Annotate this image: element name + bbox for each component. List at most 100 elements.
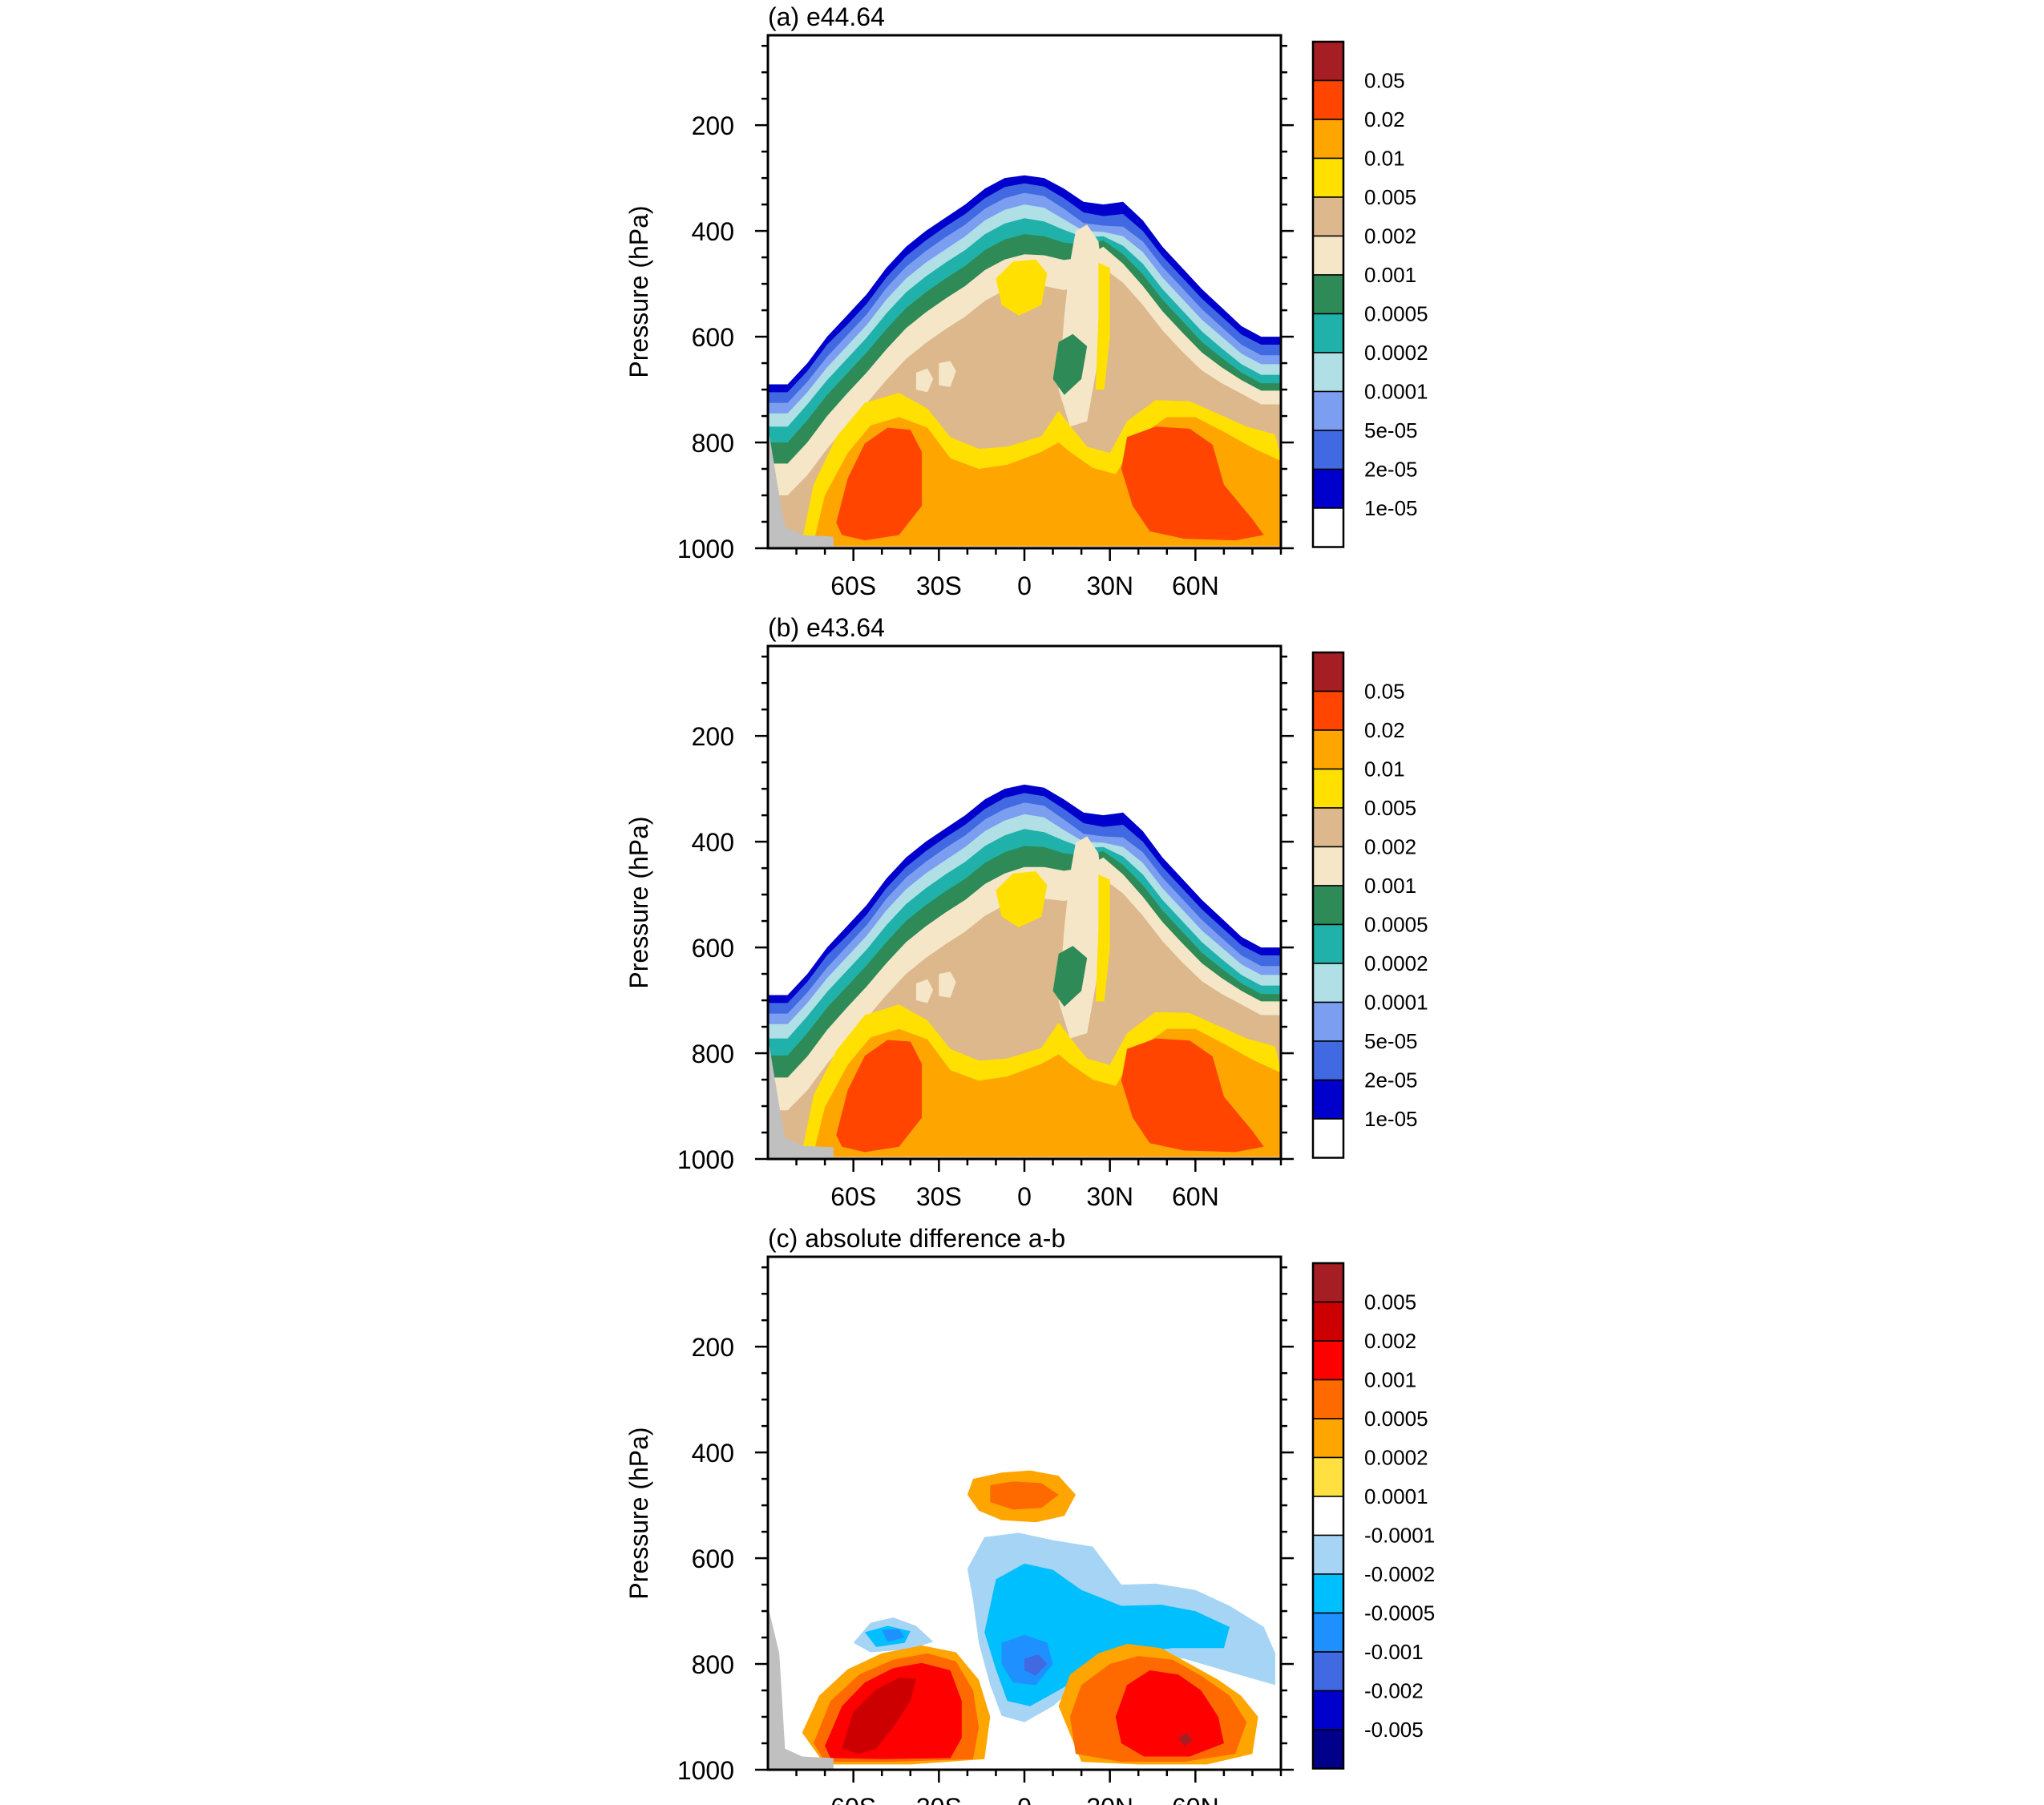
contour-blob-6 xyxy=(1052,946,1088,1007)
colorbar-frame xyxy=(1311,40,1345,548)
colorbar-label: 2e-05 xyxy=(1364,1068,1418,1092)
x-tick-label: 30S xyxy=(916,571,962,600)
x-tick-label: 60S xyxy=(830,1182,876,1211)
y-tick-label: 200 xyxy=(692,111,734,140)
colorbar-swatch xyxy=(1312,352,1344,393)
contour-blob-6 xyxy=(1024,1654,1048,1676)
contour-blob-9 xyxy=(939,361,956,387)
colorbar-label: 0.0001 xyxy=(1364,991,1428,1015)
colorbar: 0.05 0.02 0.01 0.005 0.002 0.001 0.0005 0.0002 0… xyxy=(1311,40,1428,548)
x-tick-label: 30N xyxy=(1086,571,1133,600)
colorbar-swatch xyxy=(1312,1079,1344,1120)
x-tick-label: 30N xyxy=(1086,1182,1133,1211)
colorbar-swatch xyxy=(1312,729,1344,770)
y-tick-label: 800 xyxy=(692,1040,734,1068)
contour-blob-6 xyxy=(1052,333,1088,395)
contour-blob-8 xyxy=(915,368,934,393)
colorbar-label: 0.002 xyxy=(1364,224,1416,248)
colorbar-swatch xyxy=(1312,1118,1344,1159)
y-tick-label: 200 xyxy=(692,1333,734,1362)
colorbar-swatch xyxy=(1312,652,1344,693)
colorbar-label: -0.0005 xyxy=(1364,1601,1435,1625)
colorbar-label: 0.01 xyxy=(1364,757,1405,781)
contour-blob-15 xyxy=(1115,1670,1224,1757)
colorbar-swatch xyxy=(1312,1001,1344,1042)
y-tick-label: 600 xyxy=(692,934,734,963)
x-tick-label: 0 xyxy=(1017,1793,1032,1805)
y-tick-label: 200 xyxy=(692,722,734,751)
y-tick-label: 800 xyxy=(692,429,734,458)
y-tick-label: 400 xyxy=(692,828,734,857)
x-tick-label: 0 xyxy=(1017,1182,1032,1211)
colorbar-label: 0.001 xyxy=(1364,1368,1416,1392)
x-tick-label: 30S xyxy=(916,1793,962,1805)
colorbar-label: 0.0002 xyxy=(1364,951,1428,975)
colorbar-swatch xyxy=(1312,1651,1344,1692)
colorbar-swatch xyxy=(1312,1340,1344,1381)
colorbar-label: 0.001 xyxy=(1364,874,1416,898)
land-mask xyxy=(768,426,834,548)
colorbar-label: 0.05 xyxy=(1364,680,1405,704)
contour-blob-12 xyxy=(842,1678,916,1755)
colorbar-swatch xyxy=(1312,1418,1344,1459)
colorbar-swatch xyxy=(1312,1573,1344,1614)
contour-blob-4 xyxy=(996,259,1048,316)
colorbar-swatch xyxy=(1312,235,1344,276)
contour-blob-3 xyxy=(1121,426,1264,541)
colorbar-swatch xyxy=(1312,768,1344,809)
colorbar-label: 0.005 xyxy=(1364,1290,1416,1314)
y-tick-label: 1000 xyxy=(677,1756,734,1785)
y-tick-label: 800 xyxy=(692,1650,734,1679)
colorbar-swatch xyxy=(1312,1690,1344,1730)
colorbar-label: 0.002 xyxy=(1364,1329,1416,1353)
y-tick-label: 1000 xyxy=(677,1145,734,1174)
colorbar-swatch xyxy=(1312,846,1344,886)
contour-blob-4 xyxy=(996,871,1048,927)
contour-blob-2 xyxy=(836,427,922,541)
colorbar-label: -0.0001 xyxy=(1364,1524,1435,1548)
colorbar-swatch xyxy=(1312,79,1344,120)
x-tick-label: 60N xyxy=(1172,1182,1219,1211)
contour-blob-9 xyxy=(939,971,956,998)
colorbar-label: 0.02 xyxy=(1364,107,1405,131)
colorbar-label: 0.005 xyxy=(1364,796,1416,820)
colorbar-label: 0.05 xyxy=(1364,69,1405,93)
colorbar-swatch xyxy=(1312,1262,1344,1303)
colorbar-label: 1e-05 xyxy=(1364,1107,1418,1131)
contour-blob-2 xyxy=(836,1040,922,1153)
y-axis-label: Pressure (hPa) xyxy=(624,205,653,378)
contour-blob-8 xyxy=(990,1481,1059,1510)
colorbar-swatch xyxy=(1312,157,1344,198)
colorbar-label: 5e-05 xyxy=(1364,1029,1418,1053)
colorbar: 0.005 0.002 0.001 0.0005 0.0002 0.0001 -0.0001… xyxy=(1311,1262,1435,1770)
y-axis-label: Pressure (hPa) xyxy=(624,1427,653,1599)
panel-b: 200 400 600 800 1000 60S 30S 0 30N 60N (b) e43.64 P… xyxy=(624,613,1428,1211)
colorbar-label: 1e-05 xyxy=(1364,496,1418,520)
colorbar-swatch xyxy=(1312,1729,1344,1770)
panel-title: (b) e43.64 xyxy=(768,613,885,642)
x-tick-label: 60S xyxy=(830,571,876,600)
colorbar-label: -0.001 xyxy=(1364,1640,1424,1664)
colorbar-label: 0.0005 xyxy=(1364,302,1428,326)
colorbar-label: 0.02 xyxy=(1364,718,1405,742)
contour-blob-3 xyxy=(1121,1038,1264,1153)
y-tick-label: 600 xyxy=(692,1545,734,1573)
y-tick-label: 600 xyxy=(692,323,734,352)
x-tick-label: 0 xyxy=(1017,571,1032,600)
colorbar-swatch xyxy=(1312,274,1344,315)
colorbar-label: 0.0005 xyxy=(1364,913,1428,937)
colorbar-swatch xyxy=(1312,1040,1344,1081)
x-tick-label: 30N xyxy=(1086,1793,1133,1805)
colorbar-label: 2e-05 xyxy=(1364,458,1418,482)
land-mask xyxy=(768,1605,834,1770)
colorbar-swatch xyxy=(1312,923,1344,964)
colorbar-swatch xyxy=(1312,885,1344,926)
land-mask xyxy=(768,1037,834,1159)
colorbar-label: 0.0002 xyxy=(1364,1446,1428,1470)
colorbar-swatch xyxy=(1312,1301,1344,1342)
colorbar-label: 0.005 xyxy=(1364,185,1416,209)
plot-area xyxy=(768,784,1281,1159)
colorbar-swatch xyxy=(1312,963,1344,1003)
panel-title: (a) e44.64 xyxy=(768,2,885,31)
